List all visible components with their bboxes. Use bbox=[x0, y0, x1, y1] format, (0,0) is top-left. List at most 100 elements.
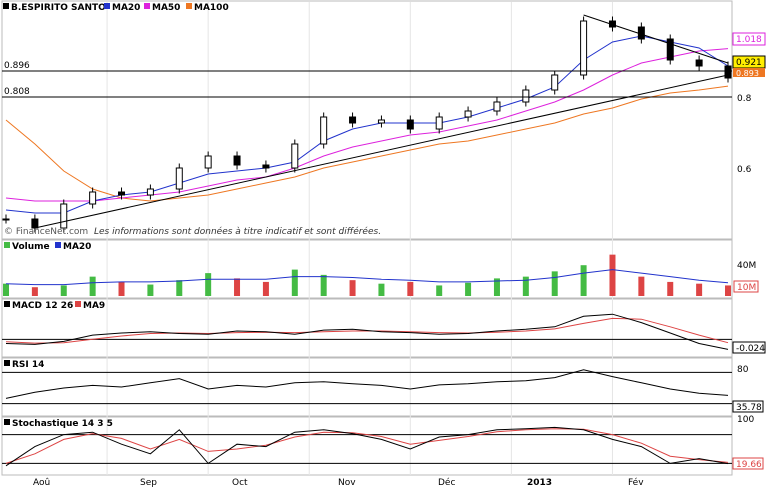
candle-body bbox=[464, 110, 472, 118]
x-label-2013: 2013 bbox=[527, 478, 552, 488]
volume-ma-line bbox=[5, 269, 729, 286]
candle-body bbox=[695, 59, 703, 67]
volume-bar bbox=[696, 283, 703, 296]
rsi-panel bbox=[1, 357, 733, 417]
hline-label-0896: 0.896 bbox=[4, 61, 30, 71]
candle-body bbox=[89, 191, 97, 205]
volume-bar bbox=[3, 283, 9, 296]
candle-body bbox=[204, 155, 212, 169]
candle-body bbox=[291, 143, 299, 169]
macd-tag-box bbox=[732, 341, 766, 354]
candle-body bbox=[580, 20, 588, 76]
volume-bar bbox=[725, 285, 731, 296]
legend-volma: MA20 bbox=[63, 242, 91, 252]
legend-macd: MACD 12 26 bbox=[12, 301, 73, 311]
legend-ma100: MA100 bbox=[194, 3, 229, 13]
volume-bar bbox=[60, 285, 67, 296]
volume-bar bbox=[234, 278, 241, 296]
legend-rsi-swatch bbox=[4, 360, 10, 366]
macd-line bbox=[5, 313, 729, 350]
macd-layer bbox=[2, 313, 732, 350]
x-label-sep: Sep bbox=[140, 478, 157, 488]
x-label-nov: Nov bbox=[338, 478, 356, 488]
last-price-tag: 0.921 bbox=[736, 58, 762, 68]
volume-bar bbox=[147, 284, 154, 296]
volume-bar bbox=[609, 254, 616, 296]
legend-stoch-swatch bbox=[4, 419, 10, 425]
stoch-tag: 19.66 bbox=[736, 460, 762, 470]
rsi-tag-box bbox=[732, 400, 764, 413]
trendline-resistance bbox=[583, 14, 729, 64]
legend-rsi: RSI 14 bbox=[12, 360, 44, 370]
candle-body bbox=[493, 101, 501, 112]
candle-body bbox=[551, 74, 559, 91]
candle-body bbox=[435, 116, 443, 130]
disclaimer: Les informations sont données à titre in… bbox=[94, 226, 381, 237]
ma100-tag: 0.893 bbox=[736, 69, 759, 78]
volume-tag-box bbox=[733, 280, 759, 293]
volume-bar bbox=[291, 269, 298, 296]
trendline-support bbox=[34, 74, 729, 229]
legend-volma-swatch bbox=[55, 242, 61, 248]
volume-bar bbox=[118, 281, 125, 296]
legend-ma50: MA50 bbox=[152, 3, 180, 13]
legend-volume-swatch bbox=[4, 242, 10, 248]
volume-bar bbox=[31, 287, 38, 296]
macd-tag: -0.024 bbox=[736, 344, 765, 354]
candle-body bbox=[118, 191, 126, 196]
candle-body bbox=[349, 116, 357, 124]
stochastic-layer bbox=[2, 426, 732, 467]
legend-macd-ma9: MA9 bbox=[83, 301, 105, 311]
candle-body bbox=[666, 38, 674, 61]
rsi-tick-80: 80 bbox=[737, 365, 749, 375]
volume-bar bbox=[205, 273, 212, 296]
candle-body bbox=[377, 119, 385, 124]
volume-bar bbox=[176, 280, 183, 296]
rsi-layer bbox=[2, 369, 732, 405]
x-label-oct: Oct bbox=[232, 478, 248, 488]
x-label-aou: Aoû bbox=[33, 478, 50, 488]
ma20-line bbox=[5, 35, 729, 214]
price-tick-0.6: 0.6 bbox=[737, 165, 752, 175]
volume-bar bbox=[407, 281, 414, 296]
candle-body bbox=[146, 188, 154, 196]
ma100-tag-box bbox=[733, 68, 765, 77]
candle-body bbox=[233, 155, 241, 166]
candle-body bbox=[31, 218, 39, 229]
watermark: © FinanceNet.com bbox=[4, 227, 88, 237]
volume-bar bbox=[551, 271, 558, 296]
volume-tag: 10M bbox=[737, 283, 756, 293]
candle-body bbox=[320, 116, 328, 145]
candle-body bbox=[262, 164, 270, 169]
volume-bar bbox=[667, 281, 674, 296]
ma50-tag: 1.018 bbox=[736, 35, 762, 45]
legend-stoch: Stochastique 14 3 5 bbox=[12, 419, 113, 429]
legend-ma100-swatch bbox=[186, 3, 192, 9]
volume-tick-40m: 40M bbox=[737, 261, 756, 271]
legend-ma20: MA20 bbox=[112, 3, 140, 13]
gridlines bbox=[106, 2, 613, 475]
volume-bar bbox=[320, 274, 327, 296]
rsi-tag: 35.78 bbox=[736, 403, 762, 413]
stoch-signal-line bbox=[5, 428, 729, 464]
candle-body bbox=[522, 89, 530, 103]
price-layer bbox=[2, 14, 732, 233]
volume-bar bbox=[378, 283, 385, 296]
legend-ma50-swatch bbox=[144, 3, 150, 9]
x-label-fev: Fév bbox=[628, 477, 644, 488]
volume-bar bbox=[436, 285, 443, 296]
legend-price-swatch bbox=[3, 3, 9, 9]
ma100-line bbox=[5, 85, 729, 202]
volume-bar bbox=[89, 276, 96, 296]
volume-bar bbox=[493, 278, 500, 296]
chart-title: B.ESPIRITO SANTO bbox=[11, 3, 106, 13]
price-tick-0.8: 0.8 bbox=[737, 94, 752, 104]
volume-bar bbox=[465, 282, 472, 296]
legend-volume: Volume bbox=[12, 242, 50, 252]
volume-bar bbox=[580, 265, 587, 296]
legend-macd-ma9-swatch bbox=[75, 301, 81, 307]
candle-body bbox=[175, 167, 183, 190]
hline-label-0808: 0.808 bbox=[4, 87, 30, 97]
